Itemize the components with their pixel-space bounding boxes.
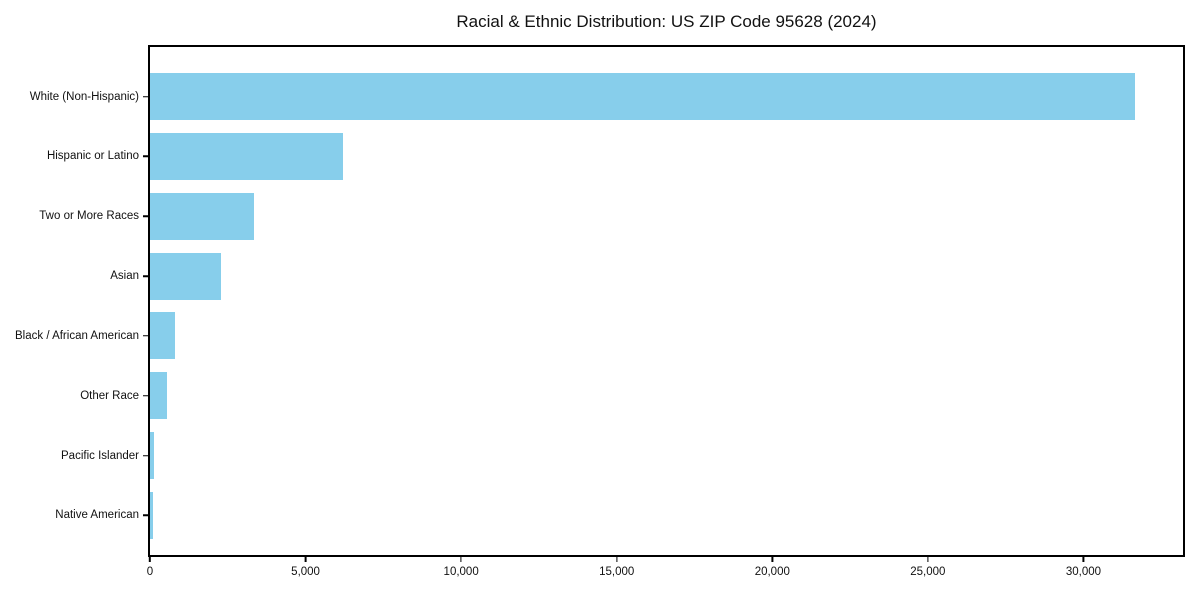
- x-tick: 20,000: [755, 557, 790, 578]
- x-tick-label: 30,000: [1065, 566, 1102, 578]
- x-tick: 10,000: [444, 557, 479, 578]
- y-tick-mark: [143, 215, 148, 217]
- bar: [150, 192, 254, 240]
- x-tick-mark: [927, 557, 929, 562]
- category-label: Two or More Races: [39, 210, 139, 223]
- category-label: Other Race: [80, 389, 139, 402]
- x-tick: 0: [147, 557, 153, 578]
- y-tick-mark: [143, 275, 148, 277]
- bar: [150, 432, 154, 480]
- bar-row: Black / African American: [15, 312, 1183, 360]
- y-tick-mark: [143, 454, 148, 457]
- x-tick-mark: [615, 557, 618, 562]
- x-tick-mark: [1082, 557, 1085, 562]
- bar-row: Hispanic or Latino: [47, 132, 1183, 180]
- bar: [150, 252, 221, 300]
- x-tick: 5,000: [291, 557, 320, 578]
- category-label: Asian: [110, 270, 139, 283]
- category-label: Native American: [55, 509, 139, 522]
- x-tick-mark: [149, 557, 151, 562]
- category-label: Black / African American: [15, 329, 139, 342]
- x-tick: 15,000: [599, 557, 634, 578]
- bar-row: Native American: [55, 491, 1183, 539]
- x-tick: 25,000: [910, 557, 945, 578]
- bar-row: Other Race: [80, 372, 1183, 420]
- bar-row: White (Non-Hispanic): [30, 73, 1183, 120]
- x-tick: 30,000: [1066, 557, 1101, 578]
- bar: [150, 491, 154, 539]
- bar: [150, 312, 175, 360]
- bar: [150, 132, 343, 180]
- category-label: Hispanic or Latino: [46, 150, 139, 163]
- x-tick-mark: [460, 557, 462, 562]
- x-tick-label: 20,000: [754, 566, 790, 578]
- x-tick-mark: [771, 557, 774, 562]
- x-tick-label: 5,000: [291, 566, 320, 578]
- x-tick-label: 10,000: [443, 566, 479, 578]
- y-tick-mark: [143, 335, 148, 337]
- bar-row: Pacific Islander: [61, 432, 1183, 480]
- y-tick-mark: [143, 155, 148, 158]
- bar: [150, 73, 1135, 120]
- y-tick-mark: [143, 95, 148, 98]
- bar: [150, 372, 168, 420]
- category-label: White (Non-Hispanic): [29, 90, 139, 103]
- bar-row: Two or More Races: [39, 192, 1183, 240]
- x-tick-mark: [304, 557, 307, 562]
- x-tick-label: 25,000: [910, 566, 946, 578]
- category-label: Pacific Islander: [61, 449, 139, 462]
- chart-title: Racial & Ethnic Distribution: US ZIP Cod…: [456, 12, 877, 31]
- y-tick-mark: [143, 394, 148, 397]
- plot-area: White (Non-Hispanic) Hispanic or Latino Tw…: [15, 45, 1185, 578]
- bar-row: Asian: [110, 252, 1183, 300]
- y-tick-mark: [143, 514, 148, 517]
- x-tick-label: 0: [146, 566, 154, 578]
- x-tick-label: 15,000: [599, 566, 635, 578]
